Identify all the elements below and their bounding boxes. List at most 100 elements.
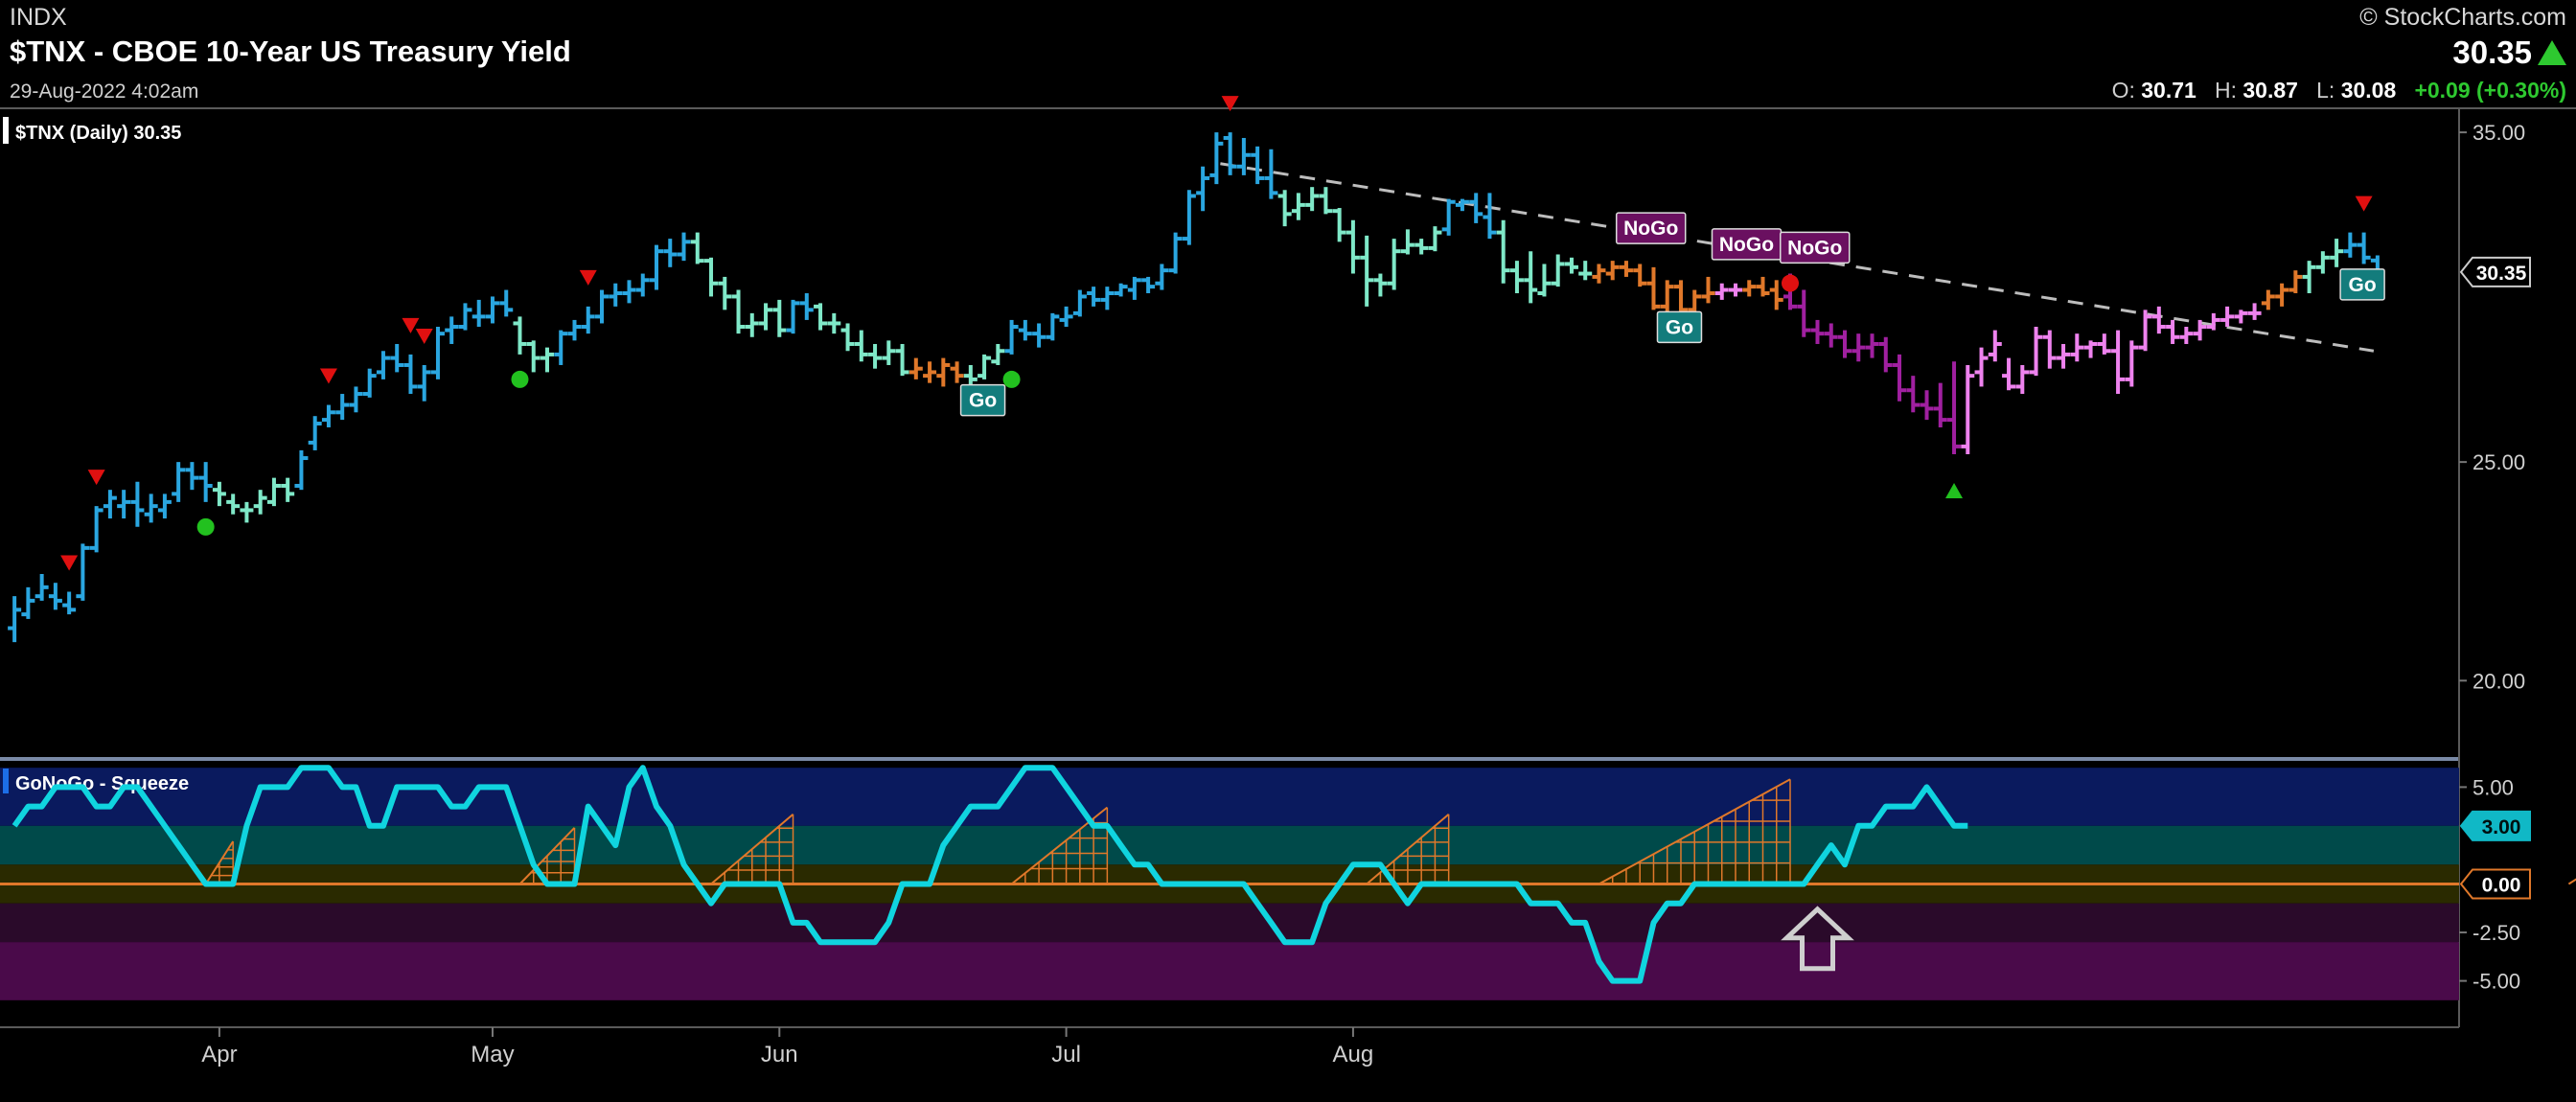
ohlc-bar [540,347,554,373]
ohlc-bar [895,343,909,377]
ohlc-bar [1141,276,1156,293]
ohlc-bar [731,289,746,334]
low-label: L: [2316,78,2335,103]
ohlc-bar [1824,323,1838,348]
ohlc-bar [1428,226,1442,252]
ohlc-bar [1087,287,1101,307]
ohlc-bar [2151,306,2166,334]
ohlc-bar [2138,310,2152,352]
ohlc-bar [2042,330,2057,369]
ohlc-bar [923,361,937,383]
signal-dot [1782,274,1799,292]
squeeze-grid [1010,806,1109,885]
ohlc-bar [1332,208,1346,242]
ohlc-bar [1564,257,1578,274]
ohlc-bar [908,357,923,379]
nogo-tag: NoGo [1615,212,1687,244]
ohlc-bar [130,481,145,527]
down-signal-marker [60,555,79,571]
ohlc-bar [445,316,459,344]
ohlc-bar [1059,306,1073,328]
ohlc-bar [1127,276,1141,300]
ohlc-bar [635,273,650,297]
ohlc-bar [950,361,964,383]
ohlc-bar [1360,235,1374,307]
ohlc-bar [76,543,90,601]
x-tick-label: May [471,1042,514,1068]
open-label: O: [2111,78,2135,103]
ohlc-bar [2234,310,2248,324]
ohlc-bar [745,312,759,337]
ohlc-bar [1387,239,1401,290]
ohlc-bar [1578,261,1593,281]
ohlc-bar [1018,319,1032,341]
ohlc-bar [349,386,363,413]
ohlc-bar [1865,333,1879,358]
ohlc-bar [2057,343,2071,369]
ohlc-bar [1155,264,1169,290]
ohlc-bar [417,364,431,402]
ohlc-bar [2002,357,2016,391]
ohlc-bar [1032,323,1046,348]
price-up-arrow-icon [2538,40,2566,65]
chart-header: INDX $TNX - CBOE 10-Year US Treasury Yie… [0,0,2576,107]
price-tick-label: 35.00 [2472,121,2525,145]
ohlc-bar [718,276,732,310]
go-tag: Go [959,383,1006,417]
ohlc-bar [1277,190,1292,227]
ohlc-bar [1072,289,1087,317]
price-tick-label: 20.00 [2472,669,2525,693]
last-price-flag-box [2459,256,2531,287]
ohlc-bar [485,296,499,324]
ohlc-bar [1496,219,1510,284]
ohlc-bar [882,340,896,365]
ohlc-bar [1633,264,1647,287]
price-tick-label: 25.00 [2472,450,2525,474]
x-tick-label: Jul [1051,1042,1081,1068]
tag-label: Go [969,390,997,412]
ohlc-bar [2070,333,2084,362]
oscillator-band [0,903,2459,943]
ohlc-bar [185,462,199,491]
ohlc-bar [1646,266,1661,310]
ohlc-bar [226,494,241,515]
ohlc-bar [1756,276,1770,297]
chart-date: 29-Aug-2022 4:02am [10,80,199,103]
zero-flag: 0.00 [2459,868,2531,900]
ohlc-bar [103,490,117,519]
tag-label: NoGo [1787,237,1842,259]
ohlc-bar [2220,306,2235,328]
ohlc-bar [2193,319,2207,341]
ohlc-bar [253,490,267,515]
last-price-flag: 30.35 [2459,256,2531,287]
down-signal-marker [2355,195,2373,212]
ohlc-bar [1373,273,1388,297]
osc-legend-swatch [3,769,9,793]
ohlc-bar [390,343,404,373]
ohlc-bar [595,289,609,324]
ohlc-bar [321,404,335,427]
copyright-label[interactable]: © StockCharts.com [2359,4,2566,31]
price-legend: $TNX (Daily) 30.35 [15,123,181,144]
ohlc-bar [34,573,49,601]
ohlc-bar [2083,340,2098,358]
ohlc-bar [335,394,350,421]
ohlc-bar [786,299,800,334]
ohlc-bar [991,343,1005,365]
ohlc-bar [704,257,719,297]
ohlc-bar [376,351,390,379]
ohlc-bar [1414,239,1429,255]
ohlc-bar [294,449,309,491]
ohlc-bar [827,312,841,334]
ohlc-bar [1483,193,1497,240]
ohlc-bar [281,477,295,502]
ohlc-bar [1319,187,1333,215]
oscillator-band [0,825,2459,865]
ohlc-bar [198,462,213,502]
osc-value-flag: 3.00 [2459,810,2531,841]
ohlc-bar [1346,219,1360,274]
ohlc-bar [1605,261,1620,281]
osc-tick-label: 5.00 [2472,775,2514,799]
ohlc-bar [1906,376,1920,413]
